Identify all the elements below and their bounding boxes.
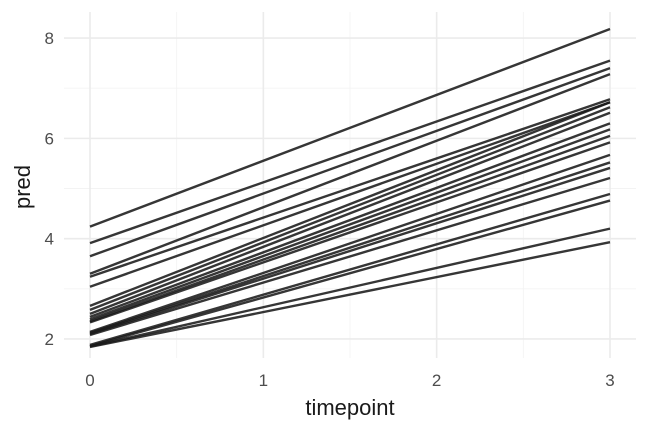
plot-lines <box>89 27 611 349</box>
x-tick-label: 2 <box>432 371 441 390</box>
series-line <box>89 227 611 348</box>
series-line <box>89 27 611 228</box>
x-tick-label: 3 <box>605 371 614 390</box>
series-line <box>89 199 611 348</box>
series-line <box>89 176 611 337</box>
series-line <box>89 122 611 319</box>
series-line <box>89 153 611 334</box>
x-tick-label: 1 <box>259 371 268 390</box>
series-line <box>89 192 611 347</box>
x-tick-label: 0 <box>85 371 94 390</box>
grid <box>64 12 636 358</box>
y-tick-label: 2 <box>45 330 54 349</box>
y-tick-label: 6 <box>45 129 54 148</box>
series-line <box>89 141 611 324</box>
series-line <box>89 59 611 245</box>
series-line <box>89 101 611 288</box>
series-line <box>89 240 611 349</box>
series-line <box>89 166 611 336</box>
series-line <box>89 106 611 311</box>
x-axis-ticks: 0 1 2 3 <box>85 371 614 390</box>
y-axis-title: pred <box>10 165 35 209</box>
series-line <box>89 134 611 323</box>
y-tick-label: 8 <box>45 29 54 48</box>
series-line <box>89 128 611 321</box>
series-line <box>89 98 611 278</box>
x-axis-title: timepoint <box>305 395 394 420</box>
series-line <box>89 67 611 258</box>
y-axis-ticks: 2 4 6 8 <box>45 29 54 349</box>
series-line <box>89 161 611 335</box>
series-line <box>89 73 611 275</box>
series-line <box>89 101 611 307</box>
y-tick-label: 4 <box>45 230 54 249</box>
series-line <box>89 111 611 315</box>
